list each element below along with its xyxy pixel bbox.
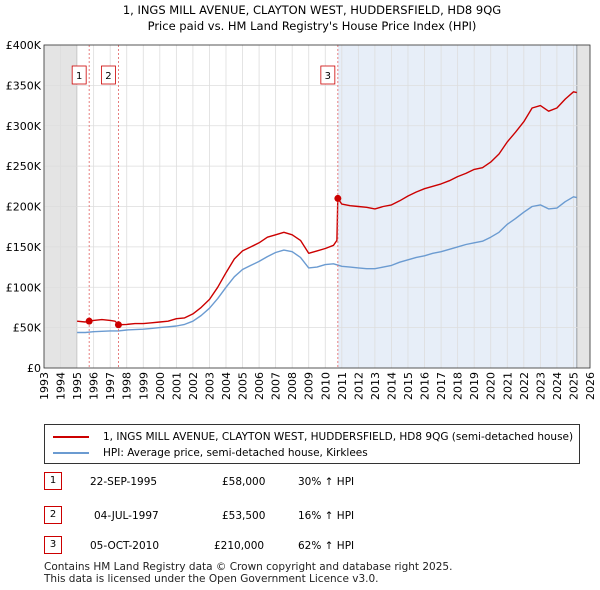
sale-row-2: 2 04-JUL-1997 £53,500 16% ↑ HPI [44, 506, 444, 526]
x-tick-label: 2026 [584, 372, 597, 400]
x-tick-label: 2021 [501, 372, 514, 400]
x-tick-label: 2008 [286, 372, 299, 400]
x-tick-label: 2013 [369, 372, 382, 400]
x-tick-label: 2014 [385, 372, 398, 400]
y-tick-label: £350K [6, 79, 42, 92]
x-tick-label: 2015 [402, 372, 415, 400]
legend-property-label: 1, INGS MILL AVENUE, CLAYTON WEST, HUDDE… [103, 431, 574, 443]
sale-row-3: 3 05-OCT-2010 £210,000 62% ↑ HPI [44, 536, 444, 556]
x-tick-label: 2009 [303, 372, 316, 400]
legend: 1, INGS MILL AVENUE, CLAYTON WEST, HUDDE… [44, 424, 580, 464]
x-tick-label: 2025 [567, 372, 580, 400]
sale-label-box-1 [71, 65, 87, 85]
x-tick-label: 1994 [55, 372, 68, 400]
sale-point-2 [114, 321, 122, 329]
x-tick-label: 2007 [270, 372, 283, 400]
x-tick-label: 2019 [468, 372, 481, 400]
x-tick-label: 2002 [187, 372, 200, 400]
y-tick-label: £300K [6, 120, 42, 133]
x-tick-label: 2012 [352, 372, 365, 400]
y-tick-label: £200K [6, 201, 42, 214]
y-tick-label: £0 [27, 362, 41, 375]
sale-point-1 [85, 317, 93, 325]
x-tick-label: 1996 [88, 372, 101, 400]
x-tick-label: 1997 [104, 372, 117, 400]
footer-attribution: Contains HM Land Registry data © Crown c… [44, 561, 453, 585]
x-tick-label: 1993 [38, 372, 51, 400]
x-tick-label: 2004 [220, 372, 233, 400]
x-tick-label: 2006 [253, 372, 266, 400]
y-tick-label: £50K [13, 322, 42, 335]
x-tick-label: 2024 [551, 372, 564, 400]
x-tick-label: 2011 [336, 372, 349, 400]
x-tick-label: 2010 [319, 372, 332, 400]
y-tick-label: £400K [6, 39, 42, 52]
sale-date: 22-SEP-1995 [90, 476, 158, 488]
legend-item-hpi: HPI: Average price, semi-detached house,… [53, 445, 368, 461]
property-price-line [77, 91, 577, 326]
legend-hpi-label: HPI: Average price, semi-detached house,… [103, 447, 368, 459]
price-chart: 1, INGS MILL AVENUE, CLAYTON WEST, HUDDE… [6, 3, 597, 400]
sale-label-box-3 [320, 65, 336, 85]
sale-label-1: 1 [76, 71, 82, 82]
legend-hpi-swatch [53, 452, 89, 454]
chart-subtitle: Price paid vs. HM Land Registry's House … [148, 19, 477, 33]
x-tick-label: 2000 [154, 372, 167, 400]
sale-point-3 [334, 194, 342, 202]
legend-property-swatch [53, 436, 89, 438]
sale-price: £58,000 [222, 476, 266, 488]
sale-number-badge: 1 [44, 472, 62, 490]
legend-item-property: 1, INGS MILL AVENUE, CLAYTON WEST, HUDDE… [53, 429, 573, 445]
x-tick-label: 2016 [419, 372, 432, 400]
x-tick-label: 2005 [237, 372, 250, 400]
x-tick-label: 2017 [435, 372, 448, 400]
sale-hpi-change: 16% ↑ HPI [298, 510, 355, 522]
hpi-line [77, 196, 577, 334]
sale-date: 05-OCT-2010 [90, 540, 159, 552]
x-tick-label: 1999 [137, 372, 150, 400]
y-tick-label: £150K [6, 241, 42, 254]
sale-number-badge: 3 [44, 536, 62, 554]
plot-frame [43, 44, 591, 369]
chart-area: 1, INGS MILL AVENUE, CLAYTON WEST, HUDDE… [6, 3, 597, 400]
sale-hpi-change: 62% ↑ HPI [298, 540, 355, 552]
sale-label-box-2 [101, 65, 116, 85]
x-tick-label: 2022 [518, 372, 531, 400]
sale-date: 04-JUL-1997 [94, 510, 159, 522]
sale-hpi-change: 30% ↑ HPI [298, 476, 355, 488]
x-tick-label: 2018 [452, 372, 465, 400]
y-tick-label: £250K [6, 160, 42, 173]
y-tick-label: £100K [6, 281, 42, 294]
x-tick-label: 2020 [485, 372, 498, 400]
sale-label-3: 3 [325, 71, 331, 82]
x-tick-label: 2001 [170, 372, 183, 400]
sale-label-2: 2 [105, 71, 111, 82]
chart-title: 1, INGS MILL AVENUE, CLAYTON WEST, HUDDE… [123, 3, 501, 17]
sale-number-badge: 2 [44, 506, 62, 524]
x-tick-label: 2023 [534, 372, 547, 400]
sale-price: £53,500 [222, 510, 266, 522]
x-tick-label: 1998 [121, 372, 134, 400]
x-tick-label: 1995 [71, 372, 84, 400]
sale-price: £210,000 [214, 540, 265, 552]
x-tick-label: 2003 [203, 372, 216, 400]
sale-row-1: 1 22-SEP-1995 £58,000 30% ↑ HPI [44, 472, 444, 492]
